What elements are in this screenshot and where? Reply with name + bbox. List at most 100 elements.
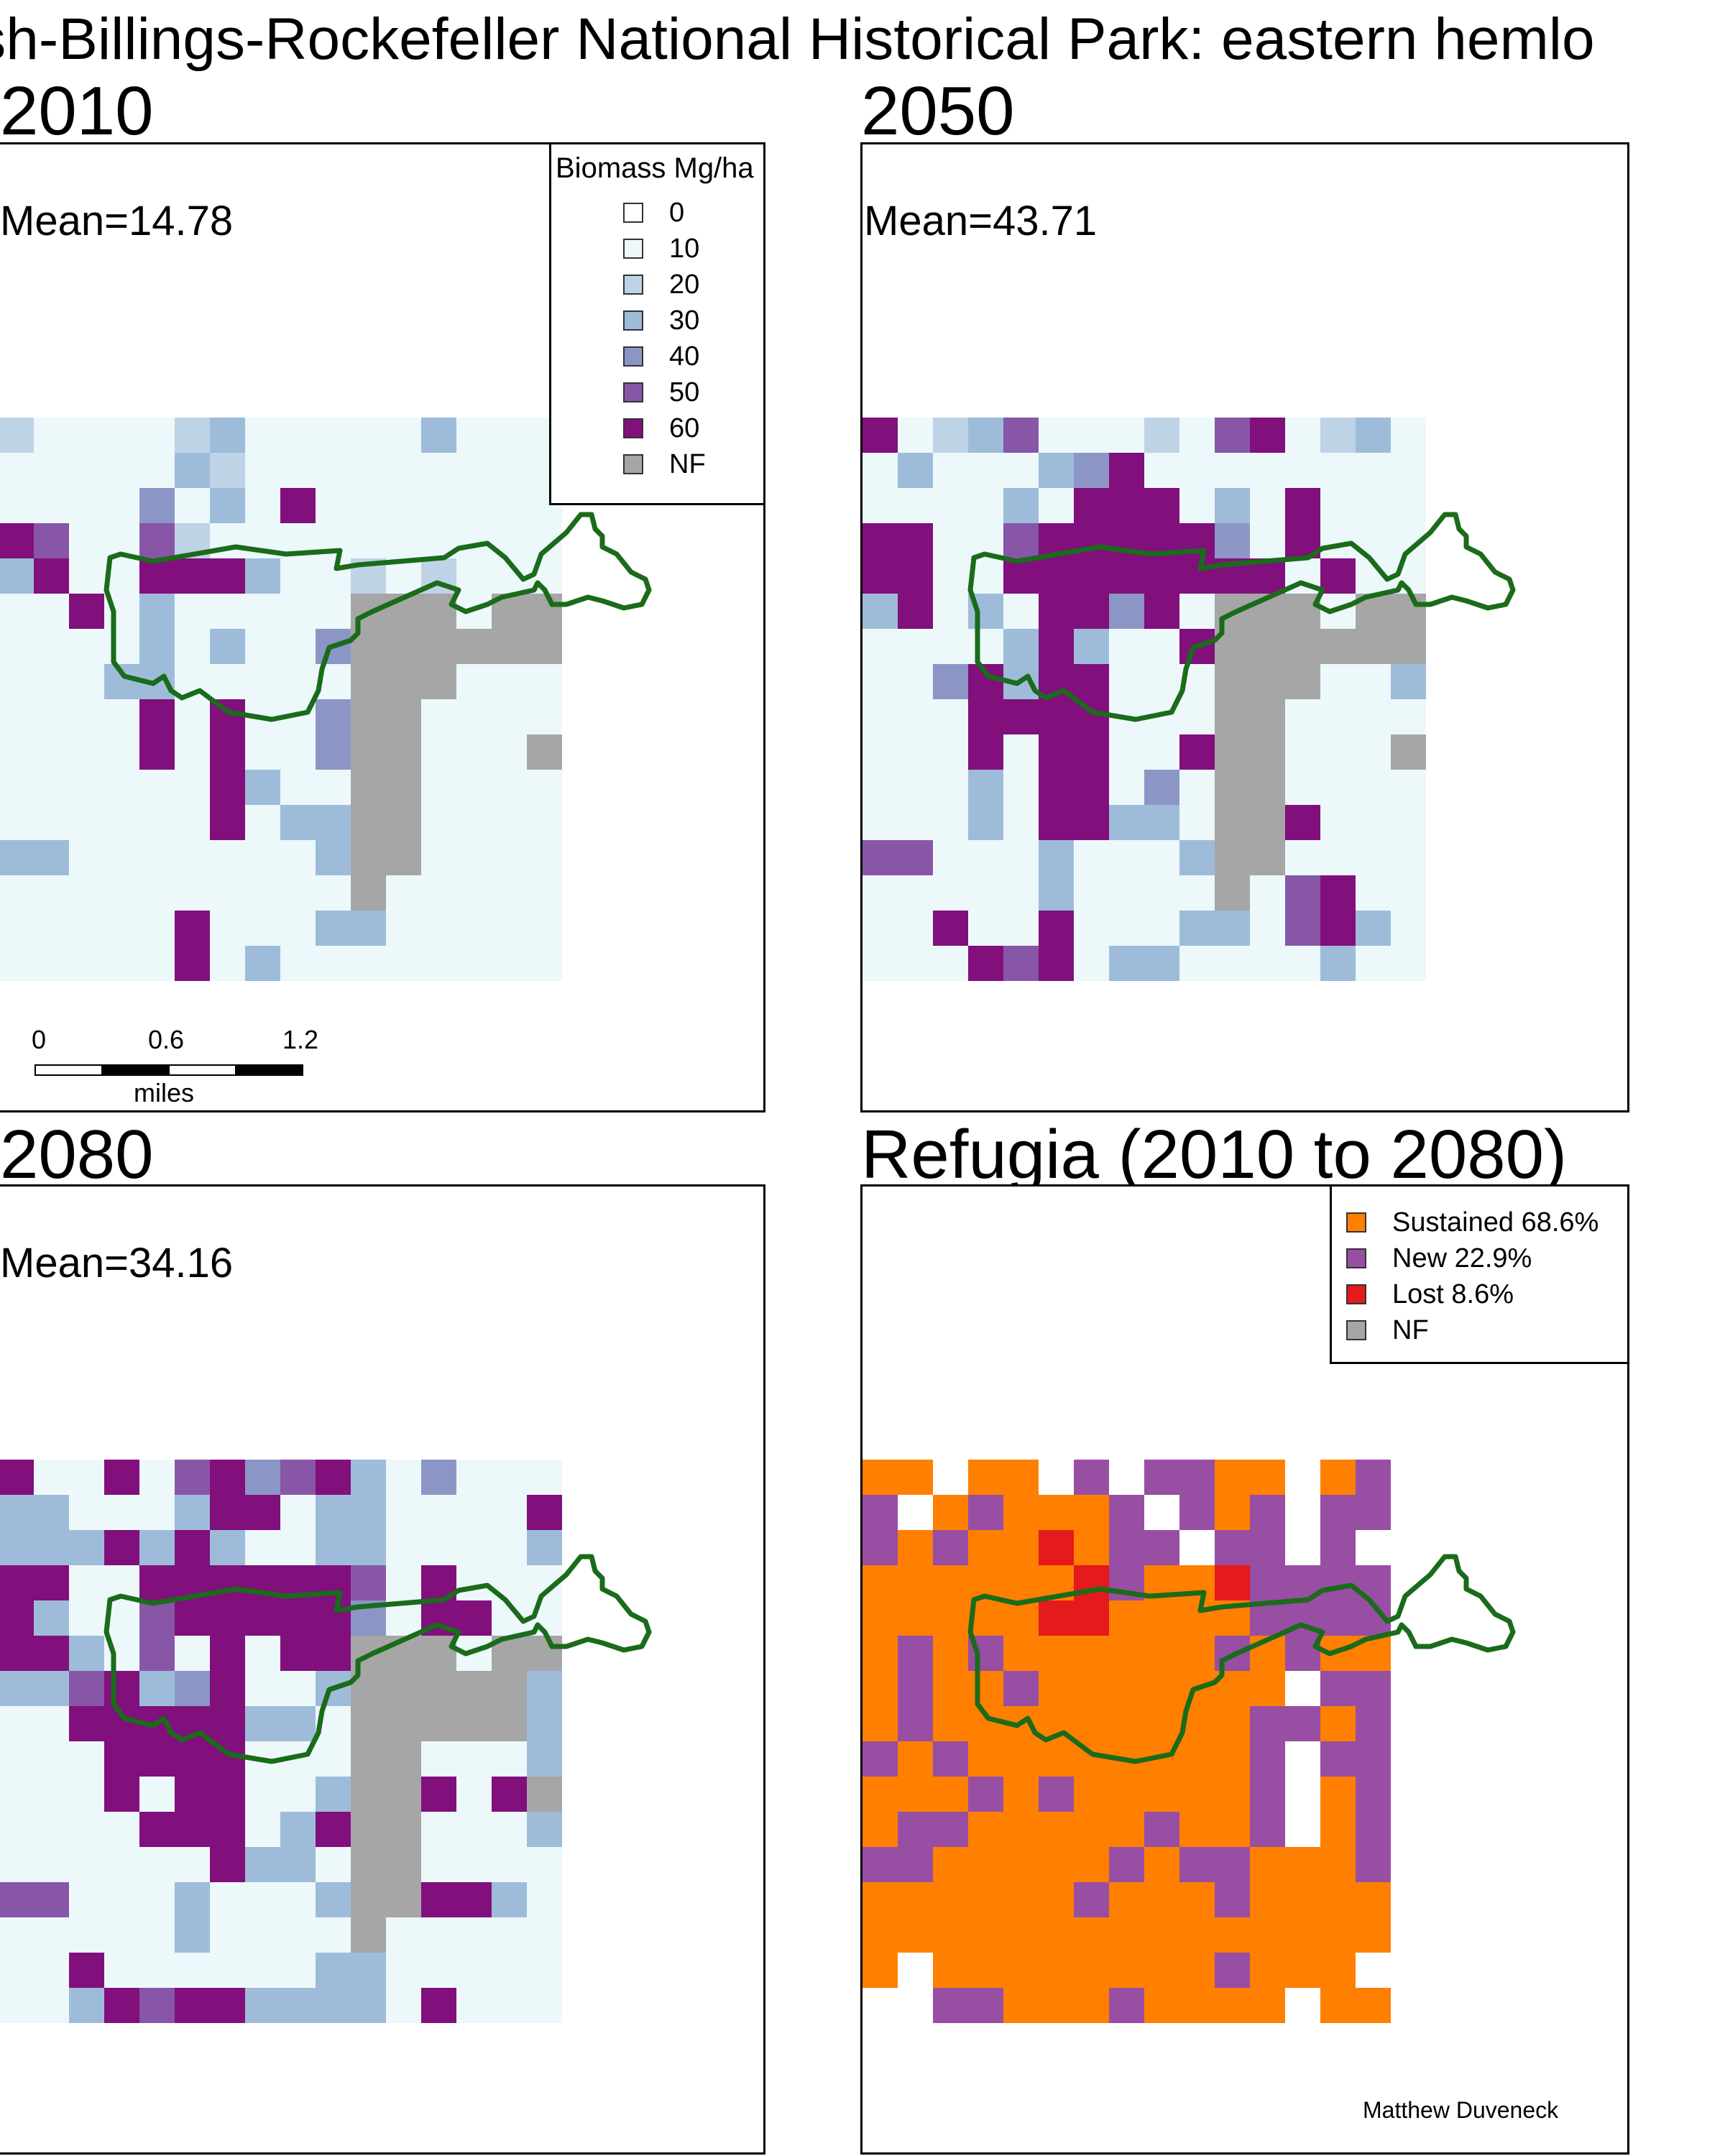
grid-cell bbox=[1356, 770, 1391, 805]
grid-cell bbox=[280, 911, 316, 946]
grid-cell bbox=[245, 875, 280, 911]
grid-cell bbox=[421, 488, 456, 523]
refugia-cell bbox=[1320, 1777, 1356, 1812]
refugia-cell bbox=[1074, 1812, 1109, 1847]
grid-cell bbox=[104, 1777, 139, 1812]
grid-cell bbox=[34, 629, 69, 664]
grid-cell bbox=[1109, 594, 1144, 629]
legend-swatch bbox=[1346, 1284, 1366, 1304]
grid-cell bbox=[245, 558, 280, 594]
refugia-cell bbox=[1003, 1671, 1039, 1706]
grid-cell bbox=[316, 1741, 351, 1777]
grid-cell bbox=[1320, 488, 1356, 523]
refugia-cell bbox=[968, 1917, 1003, 1953]
grid-cell bbox=[386, 1565, 421, 1600]
grid-cell bbox=[175, 1530, 210, 1565]
grid-cell bbox=[862, 946, 898, 981]
grid-cell bbox=[1109, 840, 1144, 875]
grid-cell bbox=[1285, 734, 1320, 770]
grid-cell bbox=[210, 523, 245, 558]
park-boundary bbox=[967, 512, 1516, 722]
grid-cell bbox=[421, 1847, 456, 1882]
refugia-cell bbox=[1109, 1636, 1144, 1671]
grid-cell bbox=[456, 1706, 492, 1741]
grid-cell bbox=[34, 664, 69, 699]
grid-cell bbox=[492, 488, 527, 523]
refugia-cell bbox=[1250, 1812, 1285, 1847]
grid-cell bbox=[316, 911, 351, 946]
grid-cell bbox=[421, 453, 456, 488]
refugia-cell bbox=[1109, 1530, 1144, 1565]
grid-cell bbox=[933, 946, 968, 981]
grid-cell bbox=[386, 1917, 421, 1953]
legend-swatch bbox=[623, 454, 643, 474]
refugia-cell bbox=[898, 1917, 933, 1953]
refugia-cell bbox=[1109, 1917, 1144, 1953]
refugia-cell bbox=[1039, 1917, 1074, 1953]
refugia-cell bbox=[898, 1565, 933, 1600]
refugia-cell bbox=[1179, 1882, 1215, 1917]
grid-cell bbox=[1109, 734, 1144, 770]
grid-cell bbox=[421, 1777, 456, 1812]
grid-cell bbox=[1179, 699, 1215, 734]
grid-cell bbox=[898, 523, 933, 558]
refugia-cell bbox=[968, 1988, 1003, 2023]
grid-cell bbox=[210, 629, 245, 664]
grid-cell bbox=[316, 1600, 351, 1636]
grid-cell bbox=[316, 1847, 351, 1882]
grid-cell bbox=[862, 699, 898, 734]
grid-cell bbox=[1250, 734, 1285, 770]
refugia-cell bbox=[1179, 1495, 1215, 1530]
grid-cell bbox=[1285, 946, 1320, 981]
grid-cell bbox=[139, 1953, 175, 1988]
refugia-cell bbox=[1215, 1777, 1250, 1812]
grid-cell bbox=[139, 594, 175, 629]
grid-cell bbox=[1250, 418, 1285, 453]
scale-tick-0: 0 bbox=[32, 1025, 47, 1054]
grid-cell bbox=[933, 699, 968, 734]
legend-swatch bbox=[623, 275, 643, 295]
grid-cell bbox=[280, 1460, 316, 1495]
grid-cell bbox=[1144, 418, 1179, 453]
grid-cell bbox=[0, 840, 34, 875]
grid-cell bbox=[386, 946, 421, 981]
grid-cell bbox=[492, 911, 527, 946]
grid-cell bbox=[104, 488, 139, 523]
grid-cell bbox=[69, 699, 104, 734]
refugia-cell bbox=[1356, 1706, 1391, 1741]
grid-cell bbox=[1320, 875, 1356, 911]
grid-cell bbox=[1215, 418, 1250, 453]
grid-cell bbox=[386, 770, 421, 805]
refugia-cell bbox=[898, 1671, 933, 1706]
grid-cell bbox=[1109, 629, 1144, 664]
grid-cell bbox=[210, 1565, 245, 1600]
grid-cell bbox=[933, 418, 968, 453]
refugia-grid bbox=[862, 1460, 1516, 2023]
refugia-cell bbox=[1320, 1812, 1356, 1847]
legend-label: 30 bbox=[669, 305, 700, 336]
refugia-cell bbox=[1003, 1460, 1039, 1495]
legend-swatch bbox=[623, 239, 643, 259]
grid-cell bbox=[175, 629, 210, 664]
refugia-cell bbox=[1356, 1917, 1391, 1953]
legend-label: 60 bbox=[669, 413, 700, 443]
grid-cell bbox=[351, 1530, 386, 1565]
grid-cell bbox=[0, 1495, 34, 1530]
grid-cell bbox=[1074, 875, 1109, 911]
grid-cell bbox=[210, 418, 245, 453]
grid-cell bbox=[351, 523, 386, 558]
grid-cell bbox=[1215, 875, 1250, 911]
grid-cell bbox=[245, 1636, 280, 1671]
refugia-cell bbox=[1179, 1741, 1215, 1777]
grid-cell bbox=[862, 418, 898, 453]
grid-cell bbox=[386, 734, 421, 770]
refugia-cell bbox=[1356, 1777, 1391, 1812]
refugia-cell bbox=[1179, 1988, 1215, 2023]
grid-cell bbox=[1179, 911, 1215, 946]
grid-cell bbox=[210, 1706, 245, 1741]
refugia-cell bbox=[1320, 1530, 1356, 1565]
refugia-cell bbox=[1003, 1988, 1039, 2023]
grid-cell bbox=[862, 558, 898, 594]
grid-cell bbox=[69, 1988, 104, 2023]
grid-cell bbox=[1003, 418, 1039, 453]
